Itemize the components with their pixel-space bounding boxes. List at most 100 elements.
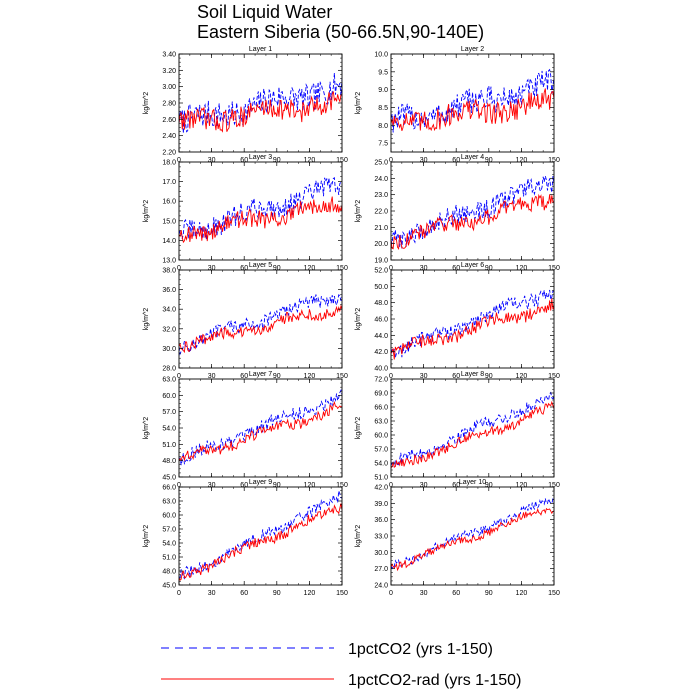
y-tick-label: 63.0 xyxy=(374,419,388,426)
panel-title: Layer 3 xyxy=(249,154,272,161)
x-tick-label: 90 xyxy=(273,482,281,489)
y-tick-label: 2.40 xyxy=(162,133,176,140)
x-tick-label: 60 xyxy=(452,157,460,164)
y-tick-label: 24.0 xyxy=(374,583,388,590)
y-tick-label: 17.0 xyxy=(162,179,176,186)
y-tick-label: 57.0 xyxy=(374,447,388,454)
panel-7: Layer 7 kg/m^2 0 30 60 90 120 150 45.0 48.0 51.0 54… xyxy=(143,371,348,489)
x-tick-label: 90 xyxy=(485,373,493,380)
panel-title: Layer 10 xyxy=(459,479,486,486)
x-tick-label: 60 xyxy=(452,373,460,380)
x-tick-label: 150 xyxy=(548,590,560,597)
y-tick-label: 66.0 xyxy=(374,405,388,412)
x-tick-label: 90 xyxy=(485,590,493,597)
y-tick-label: 42.0 xyxy=(374,485,388,492)
x-tick-label: 120 xyxy=(516,157,528,164)
x-tick-label: 150 xyxy=(336,373,348,380)
y-tick-label: 22.0 xyxy=(374,209,388,216)
y-tick-label: 40.0 xyxy=(374,366,388,373)
panel-title: Layer 4 xyxy=(461,154,484,161)
plot-frame xyxy=(390,269,555,369)
y-tick-label: 2.60 xyxy=(162,117,176,124)
x-tick-label: 150 xyxy=(336,482,348,489)
x-tick-label: 150 xyxy=(336,265,348,272)
panel-6: Layer 6 kg/m^2 0 30 60 90 120 150 40.0 42.0 44.0 46… xyxy=(355,262,560,380)
y-tick-label: 9.5 xyxy=(378,69,388,76)
y-tick-label: 30.0 xyxy=(374,550,388,557)
x-tick-label: 30 xyxy=(420,373,428,380)
x-tick-label: 60 xyxy=(240,373,248,380)
x-tick-label: 0 xyxy=(177,482,181,489)
y-tick-label: 39.0 xyxy=(374,501,388,508)
x-tick-label: 90 xyxy=(273,157,281,164)
y-tick-label: 7.5 xyxy=(378,141,388,148)
x-tick-label: 120 xyxy=(516,265,528,272)
panel-8: Layer 8 kg/m^2 0 30 60 90 120 150 51.0 54.0 57.0 60… xyxy=(355,371,560,489)
y-tick-label: 13.0 xyxy=(162,258,176,265)
y-tick-label: 19.0 xyxy=(374,258,388,265)
y-tick-label: 63.0 xyxy=(162,499,176,506)
panel-title: Layer 2 xyxy=(461,46,484,53)
y-tick-label: 34.0 xyxy=(162,307,176,314)
y-tick-label: 60.0 xyxy=(374,433,388,440)
y-tick-label: 52.0 xyxy=(374,268,388,275)
panel-title: Layer 6 xyxy=(461,262,484,269)
panel-title: Layer 1 xyxy=(249,46,272,53)
series-line-1pctCO2-rad xyxy=(179,304,342,354)
y-tick-label: 9.0 xyxy=(378,87,388,94)
y-axis-label: kg/m^2 xyxy=(355,200,362,222)
x-tick-label: 0 xyxy=(389,482,393,489)
y-tick-label: 25.0 xyxy=(374,160,388,167)
y-tick-label: 14.0 xyxy=(162,238,176,245)
y-axis-label: kg/m^2 xyxy=(143,200,150,222)
series-line-1pctCO2 xyxy=(391,391,554,468)
series-line-1pctCO2 xyxy=(179,72,342,134)
x-tick-label: 120 xyxy=(304,157,316,164)
x-tick-label: 120 xyxy=(304,373,316,380)
series-line-1pctCO2-rad xyxy=(391,88,554,132)
series-line-1pctCO2 xyxy=(179,176,342,240)
series-line-1pctCO2 xyxy=(179,490,342,580)
y-tick-label: 2.20 xyxy=(162,150,176,157)
series-line-1pctCO2-rad xyxy=(391,298,554,360)
series-line-1pctCO2 xyxy=(179,294,342,356)
panel-10: Layer 10 kg/m^2 0 30 60 90 120 150 24.0 27.0 30.0 3… xyxy=(355,479,560,597)
x-tick-label: 30 xyxy=(420,157,428,164)
x-tick-label: 60 xyxy=(452,590,460,597)
panel-3: Layer 3 kg/m^2 0 30 60 90 120 150 13.0 14.0 15.0 16… xyxy=(143,154,348,272)
y-tick-label: 3.20 xyxy=(162,68,176,75)
panel-title: Layer 7 xyxy=(249,371,272,378)
y-tick-label: 72.0 xyxy=(374,377,388,384)
y-tick-label: 51.0 xyxy=(162,442,176,449)
y-tick-label: 57.0 xyxy=(162,527,176,534)
y-axis-label: kg/m^2 xyxy=(355,525,362,547)
x-tick-label: 30 xyxy=(420,482,428,489)
y-axis-label: kg/m^2 xyxy=(355,92,362,114)
y-tick-label: 42.0 xyxy=(374,349,388,356)
x-tick-label: 90 xyxy=(485,265,493,272)
x-tick-label: 150 xyxy=(548,373,560,380)
x-tick-label: 90 xyxy=(485,157,493,164)
y-tick-label: 32.0 xyxy=(162,326,176,333)
x-tick-label: 60 xyxy=(240,590,248,597)
series-line-1pctCO2-rad xyxy=(391,193,554,250)
y-tick-label: 15.0 xyxy=(162,218,176,225)
legend: 1pctCO2 (yrs 1-150) 1pctCO2-rad (yrs 1-15… xyxy=(161,641,521,689)
x-tick-label: 0 xyxy=(389,590,393,597)
panel-1: Layer 1 kg/m^2 0 30 60 90 120 150 2.20 2.40 2.60 2.… xyxy=(143,46,348,164)
y-tick-label: 36.0 xyxy=(162,287,176,294)
y-axis-label: kg/m^2 xyxy=(143,308,150,330)
y-axis-label: kg/m^2 xyxy=(143,92,150,114)
y-tick-label: 8.0 xyxy=(378,123,388,130)
y-tick-label: 2.80 xyxy=(162,101,176,108)
y-tick-label: 54.0 xyxy=(162,541,176,548)
y-tick-label: 46.0 xyxy=(374,317,388,324)
y-tick-label: 54.0 xyxy=(374,461,388,468)
series-line-1pctCO2-rad xyxy=(179,503,342,581)
y-tick-label: 51.0 xyxy=(374,475,388,482)
y-axis-label: kg/m^2 xyxy=(143,417,150,439)
y-tick-label: 3.00 xyxy=(162,84,176,91)
x-tick-label: 30 xyxy=(208,373,216,380)
series-line-1pctCO2-rad xyxy=(391,507,554,572)
y-tick-label: 16.0 xyxy=(162,199,176,206)
